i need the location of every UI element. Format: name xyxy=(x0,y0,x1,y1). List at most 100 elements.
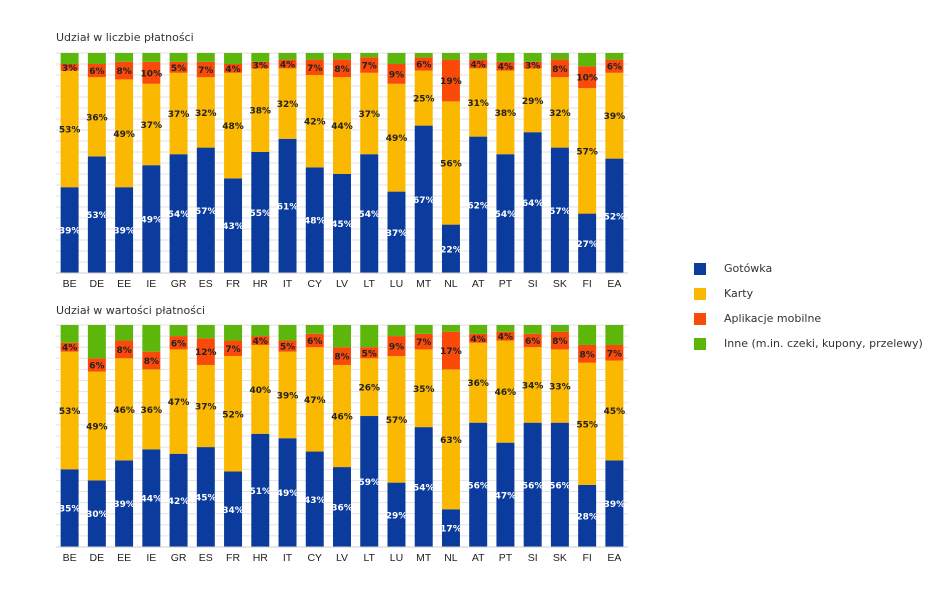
bar-other-lu xyxy=(387,53,406,64)
data-label-cards-be: 53% xyxy=(59,407,81,417)
bar-cash-lt xyxy=(360,416,379,547)
bar-other-lv xyxy=(333,53,351,60)
legend-swatch-cards xyxy=(694,287,706,300)
bar-cards-mt xyxy=(414,349,433,428)
bar-cards-fi xyxy=(578,362,597,485)
data-label-cash-ee: 39% xyxy=(113,500,135,510)
bar-cards-ie xyxy=(142,369,161,450)
data-label-mobile-apps-pt: 4% xyxy=(498,333,513,343)
bar-other-it xyxy=(278,325,297,341)
bar-mobile-apps-si xyxy=(523,333,542,348)
bar-cards-cy xyxy=(305,75,324,168)
data-label-cards-ee: 46% xyxy=(113,406,135,416)
data-label-cash-nl: 22% xyxy=(440,245,462,255)
bar-cards-es xyxy=(196,77,215,148)
bar-cash-lv xyxy=(333,467,351,547)
bar-cards-lv xyxy=(333,77,351,174)
data-label-mobile-apps-ee: 8% xyxy=(116,346,131,356)
x-tick-label-at: AT xyxy=(472,552,485,564)
bar-other-it xyxy=(278,53,297,60)
legend-item-cards: Karty xyxy=(694,281,923,306)
bar-cash-it xyxy=(278,138,297,273)
data-label-cards-gr: 47% xyxy=(168,398,190,408)
data-label-cards-nl: 63% xyxy=(440,436,462,446)
x-tick-label-pt: PT xyxy=(499,552,513,564)
bar-cash-ea xyxy=(605,158,624,273)
bar-cash-lu xyxy=(387,191,406,273)
bar-cash-nl xyxy=(441,509,460,547)
data-label-cards-hr: 40% xyxy=(250,386,272,396)
bar-cards-cy xyxy=(305,347,324,452)
bar-other-ea xyxy=(605,325,624,345)
data-label-cards-ea: 39% xyxy=(604,112,626,122)
data-label-cash-cy: 48% xyxy=(304,217,326,227)
x-tick-label-be: BE xyxy=(63,552,77,564)
bar-cards-lu xyxy=(387,356,406,483)
bar-cards-es xyxy=(196,364,215,448)
data-label-mobile-apps-ea: 6% xyxy=(607,63,622,73)
data-label-cards-hr: 38% xyxy=(250,107,272,117)
bar-cards-de xyxy=(87,371,106,481)
bar-cards-lu xyxy=(387,83,406,192)
data-label-mobile-apps-sk: 8% xyxy=(552,337,567,347)
bar-cards-hr xyxy=(251,344,270,434)
bar-mobile-apps-es xyxy=(196,338,215,365)
bar-cards-lt xyxy=(360,358,379,417)
bar-mobile-apps-lt xyxy=(360,347,379,359)
data-label-cards-lt: 26% xyxy=(358,384,380,394)
x-tick-label-mt: MT xyxy=(416,552,432,564)
data-label-cards-at: 36% xyxy=(467,379,489,389)
bar-other-gr xyxy=(169,325,188,337)
data-label-cash-lu: 29% xyxy=(386,511,408,521)
x-tick-label-it: IT xyxy=(283,278,293,290)
data-label-cash-fr: 43% xyxy=(222,222,244,232)
bar-cash-mt xyxy=(414,125,433,273)
data-label-cash-ie: 49% xyxy=(141,216,163,226)
data-label-mobile-apps-ie: 8% xyxy=(144,357,159,367)
bar-mobile-apps-ie xyxy=(142,351,161,370)
data-label-cash-ea: 52% xyxy=(604,212,626,222)
data-label-mobile-apps-si: 6% xyxy=(525,337,540,347)
x-tick-label-ea: EA xyxy=(607,278,621,290)
bar-mobile-apps-ea xyxy=(605,59,624,73)
bar-cash-ie xyxy=(142,449,161,547)
data-label-cards-lv: 44% xyxy=(331,122,353,132)
bar-cash-es xyxy=(196,447,215,547)
bar-cards-pt xyxy=(496,70,515,155)
data-label-cards-lu: 49% xyxy=(386,134,408,144)
bar-cards-at xyxy=(469,342,488,423)
bar-mobile-apps-it xyxy=(278,59,297,69)
x-tick-label-de: DE xyxy=(90,278,105,290)
bar-cards-gr xyxy=(169,349,188,454)
data-label-mobile-apps-be: 4% xyxy=(62,344,77,354)
bar-mobile-apps-hr xyxy=(251,336,270,345)
chart-panel-value: 35% 53% 4% BE 30% 49% 6% DE 39% 46% 8% EE 44% 36% 8% IE… xyxy=(56,324,628,564)
bar-other-mt xyxy=(414,325,433,334)
data-label-cards-es: 32% xyxy=(195,109,217,119)
bar-cards-lt xyxy=(360,72,379,155)
bar-other-at xyxy=(469,325,488,334)
data-label-cash-ee: 39% xyxy=(113,227,135,237)
bar-other-es xyxy=(196,325,215,339)
data-label-mobile-apps-lu: 9% xyxy=(389,343,404,353)
data-label-cash-de: 30% xyxy=(86,510,108,520)
data-label-mobile-apps-ee: 8% xyxy=(116,67,131,77)
x-tick-label-fr: FR xyxy=(226,278,240,290)
bar-mobile-apps-cy xyxy=(305,333,324,348)
data-label-cards-it: 39% xyxy=(277,391,299,401)
data-label-mobile-apps-hr: 3% xyxy=(253,62,268,72)
bar-cash-mt xyxy=(414,427,433,547)
legend-swatch-mobile-apps xyxy=(694,312,706,325)
data-label-cards-cy: 47% xyxy=(304,396,326,406)
data-label-cash-fi: 28% xyxy=(576,512,598,522)
bar-other-ee xyxy=(115,53,134,62)
x-tick-label-si: SI xyxy=(528,278,538,290)
bar-cash-gr xyxy=(169,154,188,273)
x-tick-label-nl: NL xyxy=(444,552,458,564)
bar-other-fi xyxy=(578,53,597,67)
bar-cash-fr xyxy=(224,178,243,273)
data-label-cards-ee: 49% xyxy=(113,130,135,140)
bar-cards-si xyxy=(523,347,542,423)
data-label-cash-lt: 59% xyxy=(358,478,380,488)
bar-other-lu xyxy=(387,325,406,337)
